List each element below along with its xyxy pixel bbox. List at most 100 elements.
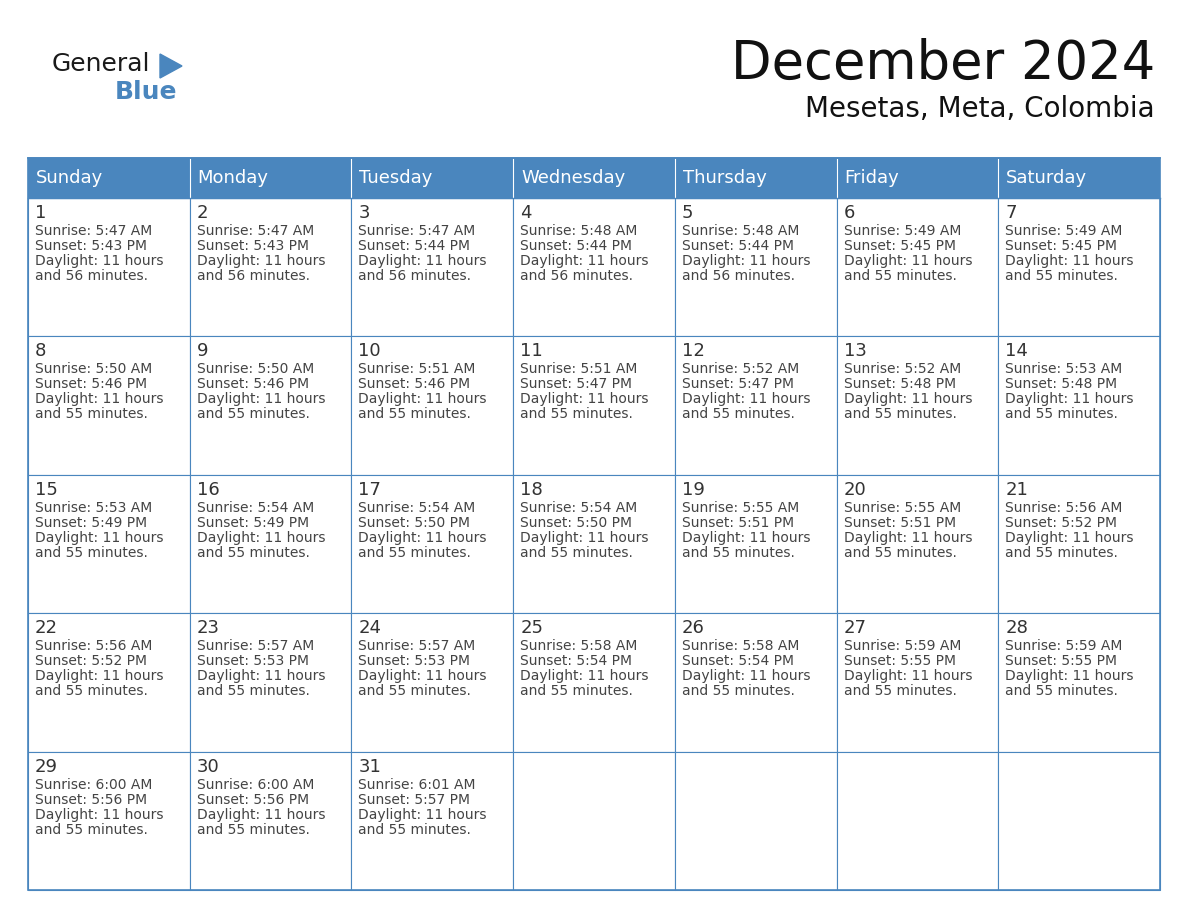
Text: 8: 8 (34, 342, 46, 361)
Text: 20: 20 (843, 481, 866, 498)
Text: Sunset: 5:46 PM: Sunset: 5:46 PM (359, 377, 470, 391)
Text: and 55 minutes.: and 55 minutes. (1005, 684, 1118, 699)
Text: Daylight: 11 hours: Daylight: 11 hours (34, 669, 164, 683)
Bar (513, 752, 675, 890)
Text: Daylight: 11 hours: Daylight: 11 hours (34, 254, 164, 268)
Text: and 55 minutes.: and 55 minutes. (1005, 269, 1118, 283)
Text: and 55 minutes.: and 55 minutes. (1005, 546, 1118, 560)
Bar (29, 198, 190, 336)
Text: General: General (52, 52, 151, 76)
Text: Thursday: Thursday (683, 169, 766, 187)
Text: Sunrise: 5:51 AM: Sunrise: 5:51 AM (520, 363, 638, 376)
Text: and 55 minutes.: and 55 minutes. (682, 684, 795, 699)
Bar (836, 198, 998, 336)
Bar (836, 752, 998, 890)
Text: Sunrise: 5:49 AM: Sunrise: 5:49 AM (1005, 224, 1123, 238)
Text: Daylight: 11 hours: Daylight: 11 hours (197, 808, 326, 822)
Text: Sunrise: 5:51 AM: Sunrise: 5:51 AM (359, 363, 476, 376)
Text: and 56 minutes.: and 56 minutes. (359, 269, 472, 283)
Bar (998, 752, 1159, 890)
Text: 18: 18 (520, 481, 543, 498)
Text: Sunrise: 5:53 AM: Sunrise: 5:53 AM (1005, 363, 1123, 376)
Text: and 55 minutes.: and 55 minutes. (34, 546, 147, 560)
Text: Sunrise: 5:55 AM: Sunrise: 5:55 AM (843, 501, 961, 515)
Text: Sunset: 5:44 PM: Sunset: 5:44 PM (359, 239, 470, 253)
Text: Sunrise: 6:00 AM: Sunrise: 6:00 AM (34, 778, 152, 791)
Text: Sunset: 5:46 PM: Sunset: 5:46 PM (34, 377, 147, 391)
Text: Sunset: 5:56 PM: Sunset: 5:56 PM (34, 792, 147, 807)
Polygon shape (160, 54, 182, 78)
Text: and 56 minutes.: and 56 minutes. (197, 269, 310, 283)
Bar (675, 752, 836, 890)
Text: and 55 minutes.: and 55 minutes. (682, 546, 795, 560)
Bar (836, 613, 998, 752)
Text: Daylight: 11 hours: Daylight: 11 hours (682, 531, 810, 544)
Text: Daylight: 11 hours: Daylight: 11 hours (843, 669, 972, 683)
Text: Sunrise: 5:55 AM: Sunrise: 5:55 AM (682, 501, 800, 515)
Text: Sunset: 5:52 PM: Sunset: 5:52 PM (34, 655, 147, 668)
Bar (352, 198, 513, 336)
Text: and 55 minutes.: and 55 minutes. (682, 408, 795, 421)
Text: Daylight: 11 hours: Daylight: 11 hours (359, 392, 487, 407)
Text: 30: 30 (197, 757, 220, 776)
Text: Sunrise: 5:48 AM: Sunrise: 5:48 AM (520, 224, 638, 238)
Text: Daylight: 11 hours: Daylight: 11 hours (1005, 531, 1133, 544)
Bar (998, 198, 1159, 336)
Text: 4: 4 (520, 204, 532, 222)
Text: 7: 7 (1005, 204, 1017, 222)
Text: 16: 16 (197, 481, 220, 498)
Text: and 55 minutes.: and 55 minutes. (359, 684, 472, 699)
Text: Sunrise: 5:50 AM: Sunrise: 5:50 AM (197, 363, 314, 376)
Text: 27: 27 (843, 620, 866, 637)
Text: Sunset: 5:51 PM: Sunset: 5:51 PM (682, 516, 794, 530)
Text: Sunrise: 5:56 AM: Sunrise: 5:56 AM (1005, 501, 1123, 515)
Bar (352, 158, 513, 198)
Bar (29, 158, 190, 198)
Text: and 55 minutes.: and 55 minutes. (197, 546, 310, 560)
Text: and 56 minutes.: and 56 minutes. (34, 269, 148, 283)
Text: Sunrise: 5:58 AM: Sunrise: 5:58 AM (520, 639, 638, 654)
Text: Sunset: 5:53 PM: Sunset: 5:53 PM (197, 655, 309, 668)
Text: December 2024: December 2024 (731, 38, 1155, 90)
Text: Friday: Friday (845, 169, 899, 187)
Bar (998, 336, 1159, 475)
Bar (513, 198, 675, 336)
Bar (998, 158, 1159, 198)
Text: 17: 17 (359, 481, 381, 498)
Text: Sunrise: 5:54 AM: Sunrise: 5:54 AM (197, 501, 314, 515)
Text: 31: 31 (359, 757, 381, 776)
Text: Daylight: 11 hours: Daylight: 11 hours (359, 669, 487, 683)
Text: Daylight: 11 hours: Daylight: 11 hours (359, 808, 487, 822)
Text: Sunset: 5:45 PM: Sunset: 5:45 PM (1005, 239, 1117, 253)
Bar (29, 613, 190, 752)
Text: Daylight: 11 hours: Daylight: 11 hours (682, 669, 810, 683)
Text: Sunset: 5:48 PM: Sunset: 5:48 PM (843, 377, 955, 391)
Text: and 55 minutes.: and 55 minutes. (34, 823, 147, 836)
Bar (352, 336, 513, 475)
Text: Sunrise: 5:59 AM: Sunrise: 5:59 AM (843, 639, 961, 654)
Bar (190, 752, 352, 890)
Text: Sunrise: 5:56 AM: Sunrise: 5:56 AM (34, 639, 152, 654)
Text: and 55 minutes.: and 55 minutes. (843, 684, 956, 699)
Text: and 55 minutes.: and 55 minutes. (197, 408, 310, 421)
Text: Sunrise: 5:53 AM: Sunrise: 5:53 AM (34, 501, 152, 515)
Text: 1: 1 (34, 204, 46, 222)
Text: Daylight: 11 hours: Daylight: 11 hours (682, 254, 810, 268)
Text: and 55 minutes.: and 55 minutes. (843, 546, 956, 560)
Text: Sunset: 5:44 PM: Sunset: 5:44 PM (520, 239, 632, 253)
Text: Sunday: Sunday (36, 169, 103, 187)
Text: Saturday: Saturday (1006, 169, 1087, 187)
Text: Monday: Monday (197, 169, 268, 187)
Text: Sunrise: 5:50 AM: Sunrise: 5:50 AM (34, 363, 152, 376)
Text: Sunrise: 5:54 AM: Sunrise: 5:54 AM (520, 501, 638, 515)
Text: and 55 minutes.: and 55 minutes. (520, 684, 633, 699)
Text: Sunrise: 5:54 AM: Sunrise: 5:54 AM (359, 501, 475, 515)
Text: and 55 minutes.: and 55 minutes. (1005, 408, 1118, 421)
Text: and 55 minutes.: and 55 minutes. (843, 408, 956, 421)
Text: Sunrise: 5:52 AM: Sunrise: 5:52 AM (682, 363, 800, 376)
Text: Daylight: 11 hours: Daylight: 11 hours (34, 531, 164, 544)
Text: 11: 11 (520, 342, 543, 361)
Text: and 55 minutes.: and 55 minutes. (359, 408, 472, 421)
Text: 25: 25 (520, 620, 543, 637)
Text: 24: 24 (359, 620, 381, 637)
